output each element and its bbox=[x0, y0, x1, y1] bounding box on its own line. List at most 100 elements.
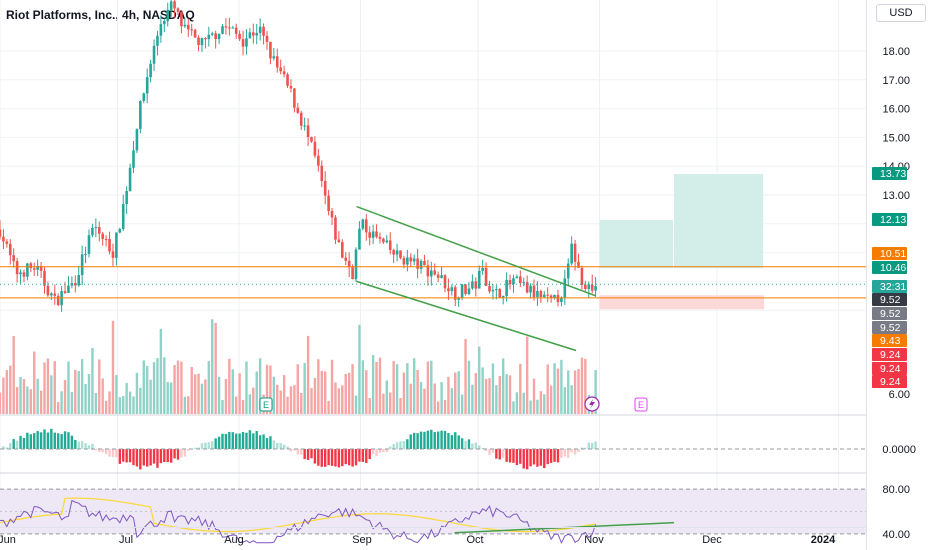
volume-bar bbox=[529, 400, 532, 414]
candle-body bbox=[364, 219, 368, 233]
candle-body bbox=[293, 88, 296, 108]
volume-bar bbox=[478, 346, 481, 414]
price-badge bbox=[872, 293, 907, 306]
candle-body bbox=[80, 254, 84, 276]
candle-body bbox=[351, 267, 354, 280]
candle-body bbox=[310, 137, 313, 142]
volume-bar bbox=[252, 387, 255, 414]
target-zone-2 bbox=[673, 173, 764, 269]
oscillator-bar bbox=[200, 443, 204, 449]
oscillator-bar bbox=[183, 449, 187, 457]
candle-body bbox=[193, 29, 197, 38]
candle-body bbox=[132, 150, 135, 168]
volume-bar bbox=[433, 383, 436, 414]
volume-bar bbox=[19, 376, 22, 414]
candle-body bbox=[32, 268, 36, 270]
volume-bar bbox=[204, 379, 207, 414]
volume-bar bbox=[539, 391, 543, 414]
candle-body bbox=[409, 257, 413, 262]
oscillator-bar bbox=[412, 432, 416, 449]
oscillator-bar bbox=[306, 449, 310, 460]
volume-bar bbox=[495, 385, 498, 414]
volume-bar bbox=[224, 379, 228, 414]
rsi-pane bbox=[0, 488, 866, 545]
candle-body bbox=[139, 101, 142, 130]
volume-bar bbox=[12, 336, 15, 414]
oscillator-bar bbox=[43, 429, 46, 449]
candle-body bbox=[556, 294, 560, 302]
candle-body bbox=[467, 288, 471, 294]
candle-body bbox=[104, 238, 108, 240]
candle-body bbox=[115, 232, 118, 258]
volume-bar bbox=[423, 388, 426, 414]
oscillator-bar bbox=[166, 449, 169, 463]
oscillator-bar bbox=[265, 438, 269, 449]
earnings-marker bbox=[259, 397, 273, 412]
candle-body bbox=[464, 284, 467, 294]
candle-body bbox=[173, 1, 176, 9]
candle-body bbox=[532, 285, 536, 298]
oscillator-bar bbox=[300, 449, 303, 455]
oscillator-bar bbox=[495, 449, 498, 459]
volume-bar bbox=[467, 360, 471, 414]
volume-bar bbox=[457, 371, 460, 414]
rsi-tick-label: 40.00 bbox=[882, 529, 910, 541]
rsi-line bbox=[0, 499, 597, 545]
candle-body bbox=[91, 227, 94, 236]
currency-selector[interactable]: USD bbox=[876, 4, 926, 22]
candle-body bbox=[590, 284, 594, 291]
volume-bar bbox=[505, 374, 508, 414]
volume-bar bbox=[447, 376, 450, 414]
volume-bar bbox=[512, 401, 515, 414]
candle-body bbox=[26, 263, 29, 277]
candle-body bbox=[241, 39, 245, 47]
oscillator-bar bbox=[416, 433, 419, 449]
volume-bar bbox=[409, 383, 412, 414]
candle-body bbox=[296, 107, 300, 113]
candle-body bbox=[36, 265, 39, 270]
volume-bar bbox=[347, 372, 351, 414]
price-badge-label: 12.13 bbox=[880, 214, 906, 226]
volume-bar bbox=[193, 374, 197, 414]
candle-body bbox=[549, 295, 553, 299]
earnings-marker bbox=[634, 397, 648, 412]
oscillator-bar bbox=[433, 432, 436, 449]
candle-body bbox=[553, 294, 556, 299]
volume-bar bbox=[464, 339, 467, 414]
candle-body bbox=[594, 286, 597, 291]
candle-body bbox=[84, 253, 87, 255]
candle-body bbox=[97, 227, 101, 234]
candle-body bbox=[474, 281, 478, 289]
volume-bar bbox=[594, 370, 597, 414]
candle-body bbox=[347, 260, 351, 268]
volume-bar bbox=[166, 382, 169, 414]
channel-lower-line bbox=[356, 280, 577, 352]
oscillator-bar bbox=[53, 432, 56, 449]
candle-body bbox=[272, 56, 276, 59]
oscillator-bar bbox=[33, 433, 36, 449]
candle-body bbox=[536, 290, 539, 298]
volume-bar bbox=[498, 376, 501, 414]
stop-zone bbox=[599, 295, 765, 310]
oscillator-bar bbox=[385, 449, 389, 452]
oscillator-bar bbox=[115, 449, 118, 458]
volume-bar bbox=[382, 393, 385, 414]
volume-bar bbox=[395, 364, 399, 414]
candle-body bbox=[430, 270, 433, 277]
candle-body bbox=[255, 32, 259, 36]
volume-bar bbox=[94, 393, 98, 414]
candle-body bbox=[303, 125, 306, 127]
candle-body bbox=[512, 278, 515, 285]
oscillator-bar bbox=[426, 430, 430, 449]
time-axis-label: Oct bbox=[466, 534, 483, 546]
candle-body bbox=[50, 293, 53, 296]
price-badge-label: 9.24 bbox=[880, 376, 901, 388]
candle-body bbox=[519, 276, 522, 284]
candle-body bbox=[142, 93, 146, 102]
candle-body bbox=[570, 243, 573, 264]
candle-body bbox=[22, 272, 26, 277]
rsi-ma-line bbox=[0, 497, 596, 533]
oscillator-bar bbox=[221, 433, 224, 449]
candle-body bbox=[542, 294, 546, 298]
